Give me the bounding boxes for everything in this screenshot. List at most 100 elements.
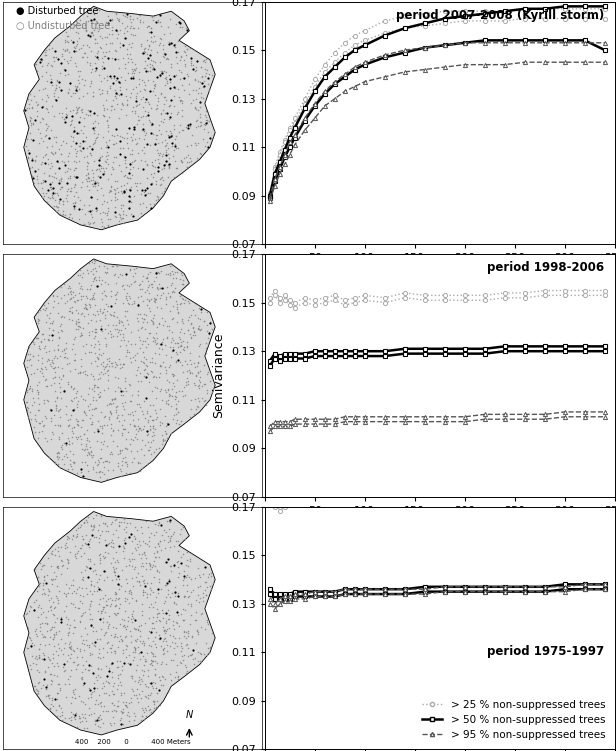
Point bbox=[65, 293, 75, 305]
Point bbox=[206, 317, 216, 329]
Point bbox=[91, 402, 100, 414]
Point bbox=[161, 74, 171, 86]
Point bbox=[95, 315, 105, 327]
Point bbox=[127, 572, 137, 584]
Point bbox=[50, 147, 60, 159]
Point bbox=[171, 50, 181, 62]
Point bbox=[145, 689, 155, 701]
Point bbox=[95, 43, 105, 55]
Point bbox=[128, 605, 138, 617]
Point bbox=[174, 64, 184, 76]
Point bbox=[140, 125, 150, 137]
Point bbox=[39, 149, 49, 161]
Point bbox=[162, 52, 172, 64]
Point bbox=[54, 550, 64, 562]
Point bbox=[136, 424, 146, 436]
Point bbox=[41, 303, 51, 315]
Point bbox=[73, 323, 83, 335]
Point bbox=[150, 655, 160, 667]
Point bbox=[154, 540, 164, 552]
Point bbox=[123, 611, 132, 623]
Point bbox=[56, 611, 66, 623]
Point bbox=[109, 566, 119, 578]
Point bbox=[124, 559, 134, 571]
Point bbox=[111, 24, 121, 36]
Point bbox=[74, 43, 84, 55]
Point bbox=[170, 586, 180, 598]
Point bbox=[118, 397, 128, 409]
Point bbox=[201, 336, 211, 348]
Point bbox=[61, 337, 71, 349]
Point bbox=[73, 659, 83, 671]
Point bbox=[117, 361, 127, 373]
Point bbox=[115, 24, 125, 36]
Point bbox=[94, 368, 104, 380]
Point bbox=[63, 556, 73, 569]
Point bbox=[172, 671, 182, 683]
Point bbox=[22, 102, 31, 114]
Point bbox=[178, 614, 188, 626]
Point bbox=[55, 68, 65, 80]
Point bbox=[149, 547, 159, 559]
Point bbox=[161, 66, 171, 78]
Point bbox=[108, 621, 118, 633]
Point bbox=[52, 451, 62, 463]
Point bbox=[97, 325, 107, 337]
Point bbox=[154, 318, 164, 330]
Point bbox=[113, 641, 123, 653]
Point bbox=[113, 409, 123, 421]
Point bbox=[87, 524, 97, 536]
Point bbox=[169, 409, 179, 421]
Point bbox=[121, 161, 131, 173]
Point bbox=[147, 118, 157, 130]
Point bbox=[180, 639, 190, 651]
Point bbox=[50, 549, 60, 561]
Point bbox=[64, 419, 74, 431]
Point bbox=[79, 112, 89, 124]
Point bbox=[38, 426, 47, 438]
Point bbox=[44, 704, 54, 716]
Point bbox=[44, 312, 54, 324]
Point bbox=[137, 276, 147, 288]
Point bbox=[92, 204, 102, 216]
Point bbox=[184, 88, 193, 100]
Point bbox=[155, 70, 164, 82]
Point bbox=[65, 77, 75, 89]
Point bbox=[113, 53, 123, 65]
Point bbox=[114, 520, 124, 532]
Point bbox=[166, 27, 176, 39]
Point bbox=[60, 45, 70, 57]
Point bbox=[164, 608, 174, 620]
Point bbox=[181, 668, 191, 680]
Point bbox=[72, 398, 82, 410]
Point bbox=[62, 451, 72, 463]
Point bbox=[101, 267, 111, 279]
Point bbox=[110, 297, 120, 309]
Point bbox=[70, 296, 79, 308]
Point bbox=[154, 550, 164, 562]
Point bbox=[111, 593, 121, 605]
Point bbox=[172, 108, 182, 120]
Point bbox=[113, 75, 123, 87]
Point bbox=[73, 583, 83, 595]
Point bbox=[60, 64, 70, 76]
Point bbox=[197, 70, 206, 82]
Point bbox=[155, 32, 165, 44]
Point bbox=[120, 423, 130, 435]
Point bbox=[41, 611, 51, 623]
Point bbox=[55, 433, 65, 445]
Point bbox=[115, 268, 124, 280]
Point bbox=[183, 650, 193, 662]
Point bbox=[163, 171, 172, 183]
Point bbox=[51, 79, 61, 91]
Point bbox=[116, 419, 126, 431]
Point bbox=[137, 665, 147, 677]
Point bbox=[110, 138, 120, 150]
Point bbox=[90, 347, 100, 359]
Point bbox=[148, 317, 158, 329]
Point bbox=[151, 626, 161, 638]
Point bbox=[151, 701, 161, 713]
Point bbox=[150, 550, 160, 562]
Point bbox=[106, 104, 116, 116]
Point bbox=[67, 110, 76, 122]
